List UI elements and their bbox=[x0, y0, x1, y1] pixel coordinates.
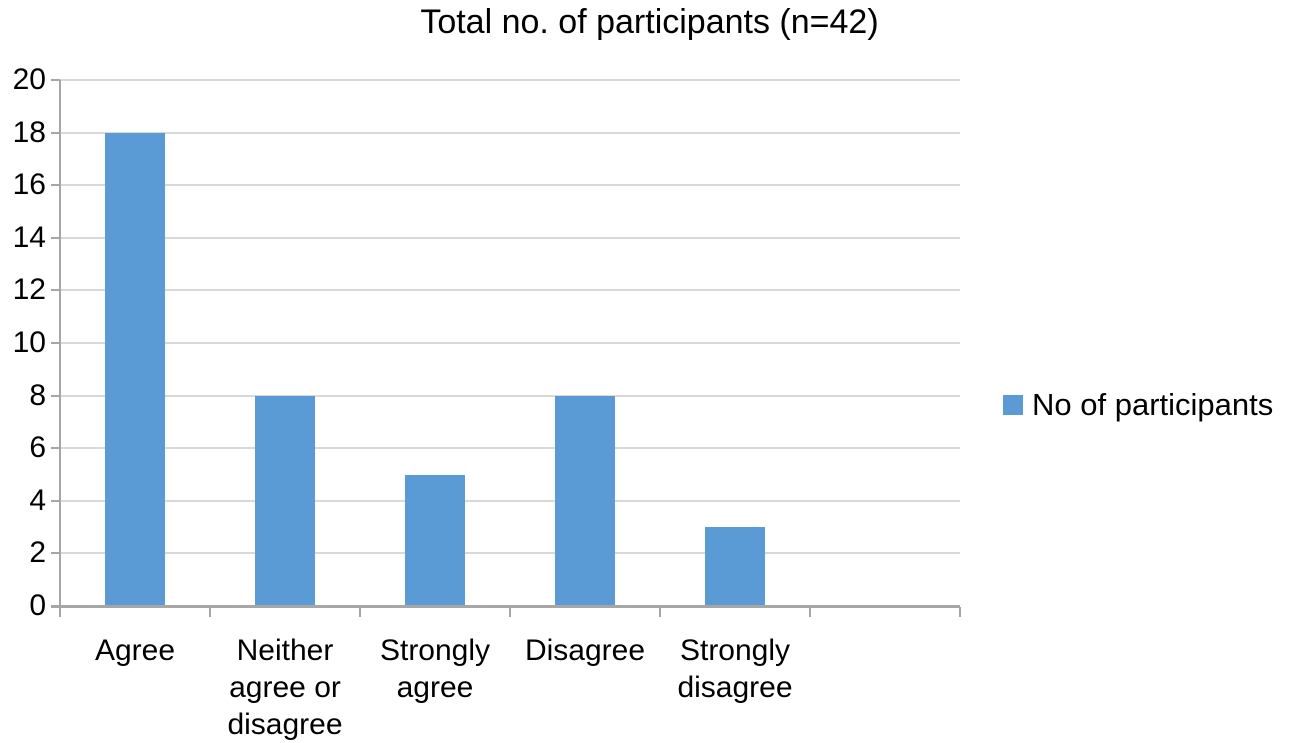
x-tick bbox=[209, 607, 211, 617]
x-tick bbox=[959, 607, 961, 617]
gridline bbox=[60, 394, 960, 397]
x-category-label: Neither agree or disagree bbox=[227, 634, 343, 741]
y-tick bbox=[51, 131, 60, 134]
gridline bbox=[60, 184, 960, 187]
y-tick-label: 0 bbox=[29, 589, 46, 622]
gridline bbox=[60, 236, 960, 239]
x-tick bbox=[809, 607, 811, 617]
y-tick-label: 2 bbox=[29, 536, 46, 570]
y-axis-line bbox=[59, 80, 61, 615]
legend-label: No of participants bbox=[1032, 387, 1274, 422]
bar-neither-agree-or-disagree bbox=[255, 395, 315, 606]
y-tick bbox=[51, 236, 60, 239]
y-tick-label: 14 bbox=[12, 220, 46, 254]
y-tick-label: 6 bbox=[29, 431, 46, 465]
y-tick bbox=[51, 289, 60, 292]
x-tick bbox=[59, 607, 61, 617]
bar-strongly-disagree bbox=[705, 527, 765, 606]
y-tick-label: 20 bbox=[12, 63, 46, 96]
legend: No of participants bbox=[1003, 388, 1273, 422]
y-tick bbox=[51, 394, 60, 397]
x-tick bbox=[359, 607, 361, 617]
gridline bbox=[60, 552, 960, 555]
gridline bbox=[60, 499, 960, 502]
y-tick bbox=[51, 447, 60, 450]
x-category-label: Disagree bbox=[524, 634, 646, 667]
x-axis-line bbox=[51, 605, 960, 608]
bar-disagree bbox=[555, 395, 615, 606]
chart-title: Total no. of participants (n=42) bbox=[420, 3, 879, 41]
gridline bbox=[60, 447, 960, 450]
x-tick bbox=[509, 607, 511, 617]
y-tick-label: 8 bbox=[29, 378, 46, 412]
y-tick bbox=[51, 552, 60, 555]
y-tick-label: 16 bbox=[12, 168, 46, 202]
y-tick-label: 18 bbox=[12, 115, 46, 149]
y-tick bbox=[51, 184, 60, 187]
bar-strongly-agree bbox=[405, 474, 465, 606]
gridline bbox=[60, 79, 960, 81]
gridline bbox=[60, 289, 960, 292]
x-category-label: Strongly disagree bbox=[677, 634, 793, 704]
x-category-label: Strongly agree bbox=[379, 634, 491, 704]
y-tick bbox=[51, 79, 60, 81]
y-tick bbox=[51, 499, 60, 502]
y-tick-label: 4 bbox=[29, 483, 46, 517]
x-category-label: Agree bbox=[94, 634, 176, 667]
y-tick bbox=[51, 342, 60, 344]
x-tick bbox=[659, 607, 661, 617]
bar-agree bbox=[105, 132, 165, 606]
y-tick-label: 10 bbox=[12, 326, 46, 359]
y-tick-label: 12 bbox=[12, 273, 46, 307]
gridline bbox=[60, 131, 960, 134]
legend-swatch-icon bbox=[1003, 395, 1023, 415]
gridline bbox=[60, 342, 960, 344]
